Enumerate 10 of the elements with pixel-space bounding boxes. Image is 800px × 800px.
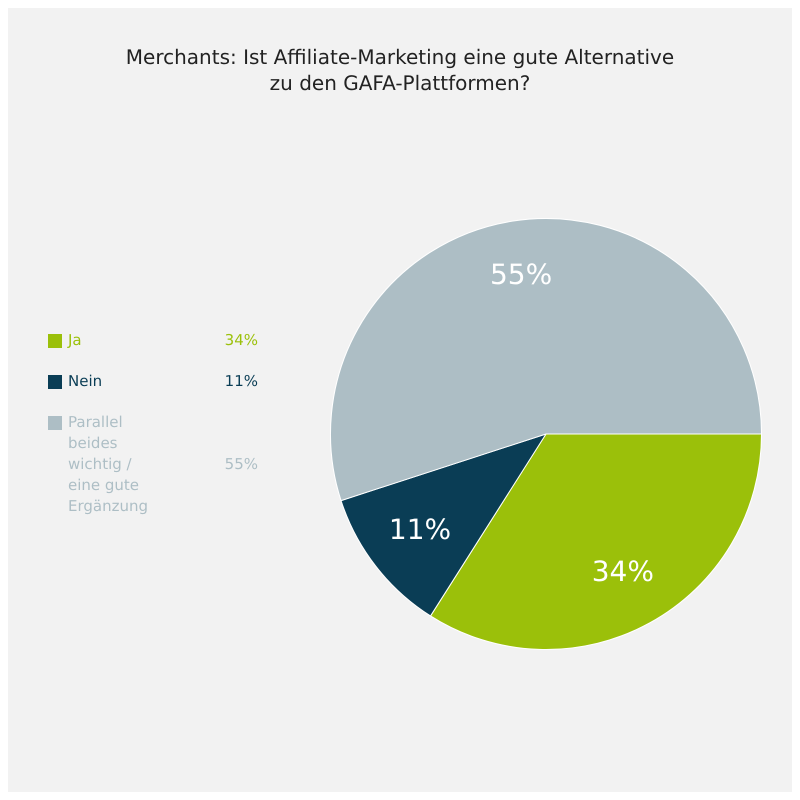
text: 55% bbox=[490, 258, 552, 291]
legend-label: Ja bbox=[68, 330, 83, 351]
text: 11% bbox=[224, 372, 258, 390]
text: 34% bbox=[224, 331, 258, 349]
data-label: 55% bbox=[224, 454, 258, 475]
legend-label: Parallel beides wichtig / eine gute Ergänzung bbox=[68, 412, 150, 517]
chart-title: Merchants: Ist Affiliate-Marketing eine gute Alternative zu den GAFA-Plattformen? bbox=[124, 44, 676, 96]
data-label: 11% bbox=[388, 513, 452, 546]
data-label: 34% bbox=[592, 555, 654, 588]
legend-label: Nein bbox=[68, 371, 104, 392]
